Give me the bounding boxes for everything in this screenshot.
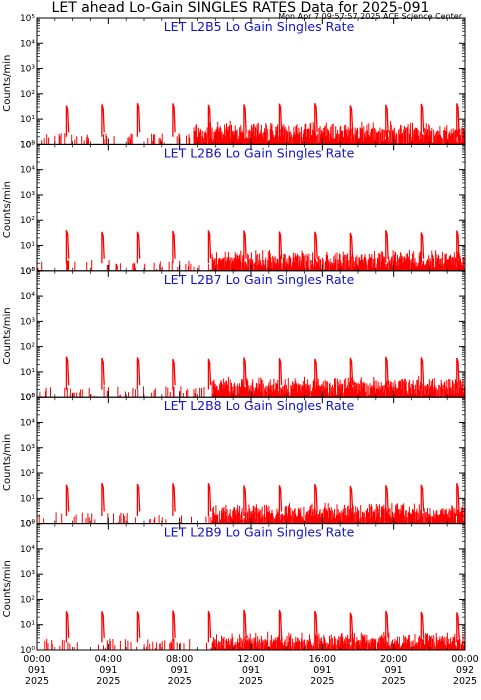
data-series (37, 229, 466, 271)
x-tick-label: 04:00 (95, 654, 122, 665)
y-axis-label: Counts/min (2, 307, 13, 364)
panel-title: LET L2B6 Lo Gain Singles Rate (164, 145, 355, 160)
panel-frame (36, 396, 466, 525)
y-tick-label: 10⁵ (20, 140, 35, 150)
y-tick-label: 10¹ (20, 621, 35, 631)
x-tick-label: 12:00 (237, 654, 264, 665)
panel-4: 10⁰ 10¹ 10² 10³ 10⁴ 10⁵ Counts/min LET L2B8 Lo … (2, 393, 466, 530)
y-tick-label: 10² (20, 216, 35, 226)
y-tick-label: 10⁰ (20, 140, 35, 150)
panel-3: 10⁰ 10¹ 10² 10³ 10⁴ 10⁵ Counts/min LET L2B7 Lo … (2, 267, 466, 403)
y-tick-label: 10² (20, 90, 35, 100)
x-axis: 00:00091202504:00091202508:00091202512:0… (23, 654, 478, 687)
x-tick-label: 00:00 (451, 654, 478, 665)
panel-1: 10⁰ 10¹ 10² 10³ 10⁴ 10⁵ Counts/min LET L2B5 Lo … (2, 14, 466, 150)
x-tick-label: 2025 (239, 676, 263, 687)
y-tick-label: 10⁰ (20, 646, 35, 656)
panel-frame (36, 143, 466, 272)
background-rate (41, 120, 466, 145)
y-tick-label: 10¹ (20, 494, 35, 504)
y-tick-label: 10⁴ (20, 418, 35, 428)
timestamp: Mon Apr 7 09:57:57 2025 ACE Science Cent… (278, 12, 462, 21)
spike-series (65, 229, 460, 264)
y-tick-label: 10⁵ (20, 14, 35, 24)
y-tick-label: 10⁰ (20, 267, 35, 277)
data-series (39, 356, 466, 398)
panel-title: LET L2B7 Lo Gain Singles Rate (164, 272, 355, 287)
x-tick-label: 16:00 (309, 654, 336, 665)
x-tick-label: 20:00 (380, 654, 407, 665)
y-tick-label: 10⁵ (20, 520, 35, 530)
y-tick-label: 10³ (20, 444, 35, 454)
panel-title: LET L2B9 Lo Gain Singles Rate (164, 525, 355, 540)
y-axis-label: Counts/min (2, 181, 13, 238)
panel-frame (36, 270, 466, 398)
panel-title: LET L2B8 Lo Gain Singles Rate (164, 398, 355, 413)
x-tick-label: 091 (171, 665, 189, 676)
page-title: LET ahead Lo-Gain SINGLES RATES Data for… (51, 0, 430, 16)
panel-frame (36, 523, 466, 651)
x-tick-label: 2025 (168, 676, 192, 687)
y-tick-label: 10⁵ (20, 267, 35, 277)
y-tick-label: 10⁴ (20, 166, 35, 176)
x-tick-label: 2025 (453, 676, 477, 687)
y-tick-label: 10¹ (20, 242, 35, 252)
y-tick-label: 10³ (20, 570, 35, 580)
y-tick-label: 10⁴ (20, 39, 35, 49)
spike-series (65, 102, 460, 137)
data-series (38, 482, 466, 524)
x-tick-label: 2025 (382, 676, 406, 687)
spike-series (65, 356, 460, 390)
y-tick-label: 10² (20, 595, 35, 605)
background-rate (38, 502, 466, 524)
y-tick-label: 10⁵ (20, 393, 35, 403)
x-tick-label: 091 (242, 665, 260, 676)
y-axis-label: Counts/min (2, 434, 13, 491)
spike-series (65, 482, 460, 516)
y-tick-label: 10³ (20, 317, 35, 327)
panel-title: LET L2B5 Lo Gain Singles Rate (164, 19, 355, 34)
background-rate (44, 631, 466, 650)
data-series (44, 609, 466, 650)
y-tick-label: 10⁴ (20, 292, 35, 302)
x-tick-label: 2025 (25, 676, 49, 687)
y-tick-label: 10² (20, 469, 35, 479)
x-tick-label: 091 (28, 665, 46, 676)
y-tick-label: 10¹ (20, 368, 35, 378)
x-tick-label: 091 (313, 665, 331, 676)
panel-5: 10⁰ 10¹ 10² 10³ 10⁴ 10⁵ Counts/min LET L2B9 Lo … (2, 520, 466, 656)
x-tick-label: 091 (99, 665, 117, 676)
x-tick-label: 2025 (310, 676, 334, 687)
y-tick-label: 10² (20, 343, 35, 353)
x-tick-label: 2025 (96, 676, 120, 687)
y-tick-label: 10¹ (20, 115, 35, 125)
y-tick-label: 10⁰ (20, 393, 35, 403)
y-tick-label: 10³ (20, 65, 35, 75)
x-tick-label: 08:00 (166, 654, 193, 665)
x-tick-label: 091 (385, 665, 403, 676)
y-tick-label: 10⁴ (20, 545, 35, 555)
y-tick-label: 10³ (20, 191, 35, 201)
x-tick-label: 092 (456, 665, 474, 676)
panel-2: 10⁰ 10¹ 10² 10³ 10⁴ 10⁵ Counts/min LET L2B6 Lo … (2, 140, 466, 277)
spike-series (65, 609, 460, 643)
y-axis-label: Counts/min (2, 55, 13, 112)
y-tick-label: 10⁰ (20, 520, 35, 530)
x-tick-label: 00:00 (23, 654, 50, 665)
data-series (41, 102, 466, 145)
y-axis-label: Counts/min (2, 560, 13, 617)
